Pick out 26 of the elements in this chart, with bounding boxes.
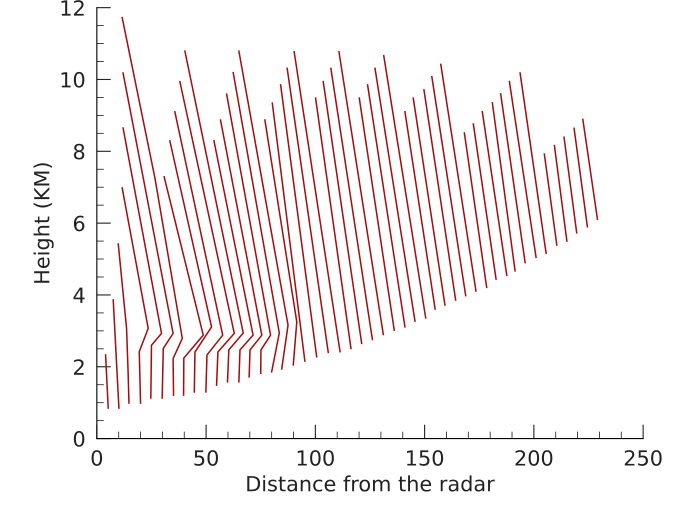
line-series (117, 243, 130, 404)
line-series (174, 111, 224, 393)
x-tick-label: 100 (298, 450, 334, 466)
x-axis-title: Distance from the radar (247, 475, 495, 492)
line-series (179, 80, 236, 386)
line-series (220, 119, 263, 378)
line-series (226, 93, 272, 374)
y-axis-title: Height (KM) (34, 163, 54, 283)
line-series (213, 140, 254, 383)
y-tick-label: 12 (62, 0, 84, 16)
y-tick-label: 0 (74, 431, 84, 447)
y-tick-label: 2 (74, 359, 84, 375)
x-tick-label: 150 (407, 450, 444, 466)
line-series (121, 16, 184, 396)
y-tick-label: 8 (74, 144, 84, 160)
y-tick-label: 4 (73, 288, 85, 303)
x-tick-label: 200 (516, 450, 552, 466)
x-tick-label: 250 (624, 450, 662, 466)
x-tick-label: 0 (92, 450, 102, 466)
line-series (184, 50, 244, 383)
line-series (122, 72, 174, 399)
line-series (121, 187, 149, 404)
x-tick-label: 50 (194, 450, 218, 466)
y-tick-label: 10 (62, 72, 84, 88)
line-series (122, 127, 162, 399)
y-tick-label: 6 (74, 216, 84, 232)
